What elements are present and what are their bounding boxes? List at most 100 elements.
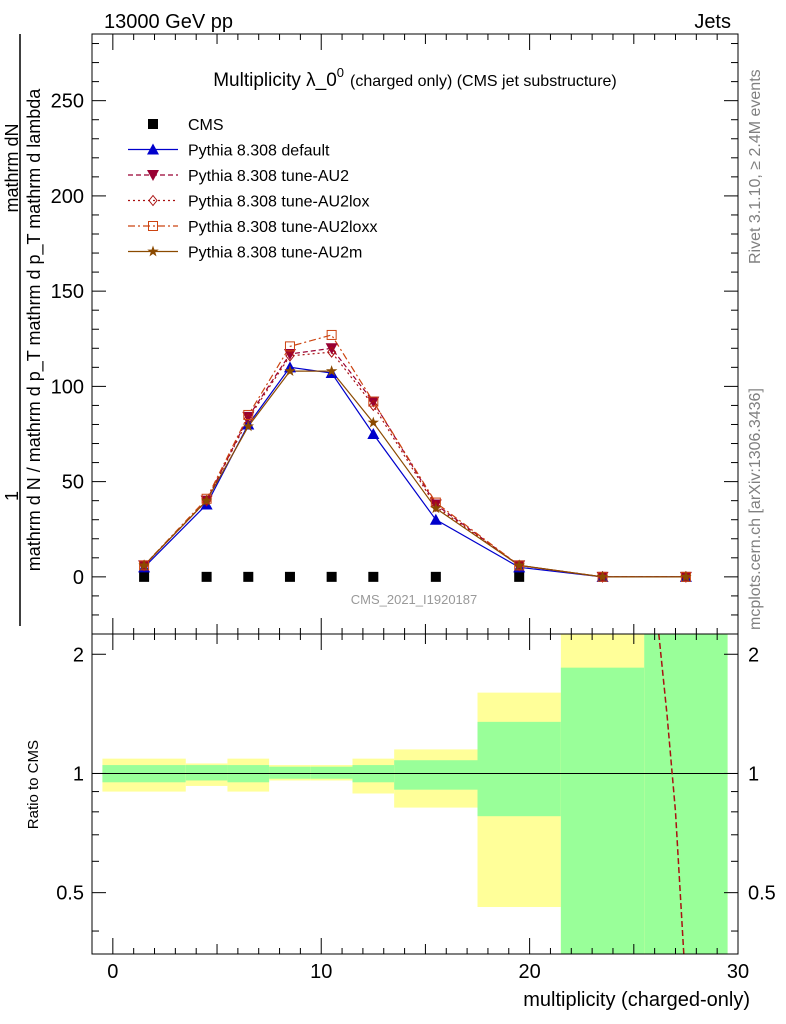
- header-right: Jets: [694, 11, 731, 33]
- main-ylabel: 1 mathrm dN mathrm d N / mathrm d p_T ma…: [2, 34, 45, 626]
- series-line-4: [143, 334, 686, 578]
- series-3-point: [327, 346, 337, 358]
- series-line-3: [143, 351, 686, 578]
- ratio-y-tick-label: 0.5: [56, 883, 84, 905]
- watermark: CMS_2021_I1920187: [351, 592, 478, 607]
- series-5-point: [242, 420, 254, 432]
- legend-item: CMS: [148, 117, 224, 134]
- title-rest: (charged only) (CMS jet substructure): [350, 73, 617, 90]
- series-0-point: [368, 571, 379, 582]
- y-tick-label: 50: [62, 472, 84, 494]
- ratio-band-green: [477, 721, 561, 817]
- chart-title: Multiplicity λ_00 (charged only) (CMS jet…: [213, 65, 617, 91]
- series-2-point: [283, 349, 296, 360]
- series-2-point: [242, 411, 255, 423]
- ratio-curve: [658, 633, 685, 955]
- legend-marker: [147, 245, 159, 257]
- ratio-y-tick-label-right: 0.5: [748, 883, 776, 905]
- main-panel: CMS_2021_I1920187 0 50 100 150 200 250 Multip…: [51, 33, 739, 635]
- ylabel-den: mathrm d N / mathrm d p_T mathrm d p_T m…: [24, 88, 45, 571]
- ratio-y-tick-label-right: 2: [748, 644, 759, 666]
- series-5-point: [680, 570, 692, 582]
- legend-marker: [147, 170, 159, 181]
- legend-item: Pythia 8.308 tune-AU2loxx: [128, 219, 377, 236]
- series-4-point: [368, 396, 379, 407]
- series-3-point: [285, 350, 295, 362]
- legend-marker: [148, 119, 158, 129]
- series-0-point: [430, 571, 441, 582]
- series-5-point: [325, 365, 338, 376]
- series-0-point: [139, 571, 150, 582]
- series-5-point: [284, 365, 296, 376]
- ratio-y-tick-label: 1: [73, 763, 84, 785]
- ratio-band-green: [644, 634, 728, 954]
- series-1-point: [429, 513, 442, 525]
- series-0-point: [201, 571, 212, 582]
- series-2-point: [367, 396, 380, 408]
- series-2-point: [325, 343, 338, 355]
- legend-marker: [147, 143, 159, 155]
- legend-item: Pythia 8.308 tune-AU2m: [128, 245, 362, 262]
- series-0-point: [284, 571, 295, 582]
- legend-label: CMS: [188, 117, 224, 134]
- series-5-point: [367, 416, 379, 428]
- x-axis-label: multiplicity (charged-only): [523, 989, 750, 1011]
- main-series-markers: [138, 329, 692, 583]
- series-5-point: [596, 570, 609, 582]
- rivet-label: Rivet 3.1.10, ≥ 2.4M events: [747, 69, 764, 264]
- y-tick-label: 100: [51, 376, 84, 398]
- x-tick-label: 30: [727, 961, 749, 983]
- y-tick-label: 0: [73, 567, 84, 589]
- ratio-frame: [91, 633, 739, 955]
- ratio-y-tick-label-right: 1: [748, 763, 759, 785]
- legend-marker: [148, 221, 158, 231]
- ratio-panel: 0.5 0.5 1 1 2 2 0 10 20 30 Ratio to CMS multipli…: [25, 633, 776, 1011]
- main-y-ticks: 0 50 100 150 200 250: [51, 43, 738, 616]
- x-tick-label: 20: [518, 961, 540, 983]
- main-x-ticks: [91, 34, 739, 634]
- legend-item: Pythia 8.308 default: [128, 143, 330, 160]
- series-4-point: [243, 409, 254, 420]
- y-tick-label: 250: [51, 91, 84, 113]
- series-4-point: [326, 329, 337, 340]
- ylabel-one: 1: [2, 491, 22, 501]
- series-5-point: [138, 559, 150, 571]
- series-5-point: [200, 494, 213, 506]
- series-0-point: [326, 571, 337, 582]
- y-tick-label: 200: [51, 186, 84, 208]
- ratio-band-green: [269, 766, 311, 779]
- series-0-point: [243, 571, 254, 582]
- series-0-point: [514, 571, 525, 582]
- y-tick-label: 150: [51, 281, 84, 303]
- ratio-ylabel: Ratio to CMS: [25, 740, 42, 829]
- series-3-point: [431, 500, 441, 513]
- ylabel-num: mathrm dN: [2, 123, 22, 212]
- legend: CMS Pythia 8.308 default Pythia 8.308 tune…: [128, 117, 377, 262]
- legend-item: Pythia 8.308 tune-AU2lox: [128, 194, 369, 211]
- legend-label: Pythia 8.308 tune-AU2loxx: [188, 219, 377, 236]
- legend-label: Pythia 8.308 tune-AU2: [188, 168, 349, 185]
- series-3-point: [368, 399, 378, 412]
- series-5-point: [430, 502, 442, 514]
- ratio-band-green: [310, 766, 353, 779]
- legend-item: Pythia 8.308 tune-AU2: [128, 168, 349, 185]
- series-line-5: [143, 370, 686, 578]
- ratio-bands: [102, 634, 728, 954]
- ratio-y-tick-label: 2: [73, 644, 84, 666]
- series-4-point: [284, 341, 295, 352]
- ratio-x-ticks: 0 10 20 30: [91, 634, 749, 983]
- ratio-band-green: [560, 667, 645, 954]
- legend-label: Pythia 8.308 default: [188, 143, 330, 160]
- x-tick-label: 10: [310, 961, 332, 983]
- series-5-point: [513, 559, 525, 571]
- series-4-point: [201, 493, 212, 504]
- x-tick-label: 0: [107, 961, 118, 983]
- legend-marker: [148, 194, 158, 207]
- header-left: 13000 GeV pp: [104, 11, 233, 33]
- legend-label: Pythia 8.308 tune-AU2lox: [188, 194, 369, 211]
- ratio-y-ticks: 0.5 0.5 1 1 2 2: [56, 644, 776, 932]
- series-line-2: [143, 347, 686, 578]
- title-sup: 0: [337, 65, 344, 80]
- ratio-band-green: [185, 765, 228, 781]
